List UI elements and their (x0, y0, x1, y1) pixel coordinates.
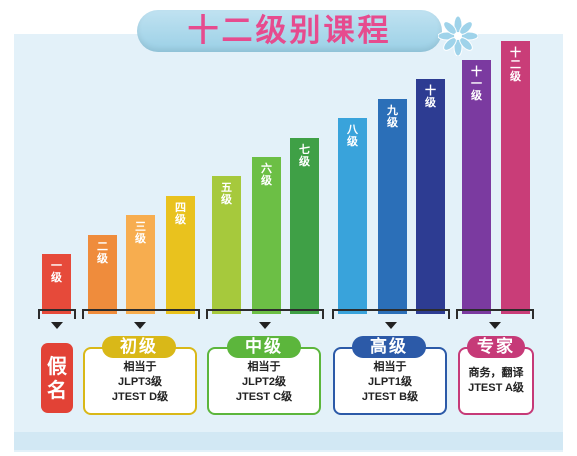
level-bar-2: 二级 (88, 234, 117, 314)
level-bar-6: 六级 (252, 157, 281, 314)
kana-char: 假 (47, 354, 67, 378)
level-desc-beginner: 相当于 JLPT3级 JTEST D级 (83, 360, 197, 405)
arrow-down-icon (259, 322, 271, 329)
level-bar-label: 四 (175, 200, 186, 214)
footer-band (14, 432, 563, 450)
level-tag-beginner: 初级 (102, 336, 176, 358)
level-bar-10: 十级 (416, 79, 445, 314)
level-box-beginner (83, 347, 197, 415)
desc-line: JTEST B级 (361, 391, 419, 403)
desc-line: JLPT3级 (117, 376, 162, 388)
level-bar-label: 级 (135, 232, 146, 246)
level-bar-label: 十 (425, 84, 436, 98)
level-bar-label: 级 (510, 69, 521, 83)
bracket-expert (456, 309, 534, 319)
bracket-intermediate (206, 309, 324, 319)
level-bar-label: 六 (261, 162, 272, 175)
level-bar-4: 四级 (166, 195, 195, 314)
flower-icon (438, 16, 478, 56)
bracket-kana (38, 309, 76, 319)
arrow-down-icon (51, 322, 63, 329)
level-bar-12: 十二级 (501, 40, 530, 314)
level-bar-label: 七 (299, 142, 310, 156)
kana-badge: 假 名 (41, 343, 73, 413)
level-bar-label: 级 (471, 89, 482, 102)
arrow-down-icon (134, 322, 146, 329)
level-bar-label: 级 (387, 115, 398, 129)
level-bar-label: 级 (261, 174, 272, 187)
level-bar-label: 一 (51, 259, 62, 272)
arrow-down-icon (385, 322, 397, 329)
level-bar-label: 八 (347, 123, 358, 137)
level-bar-label: 级 (347, 135, 358, 149)
desc-line: 相当于 (373, 361, 407, 373)
level-bar-1: 一级 (42, 254, 71, 314)
level-bar-label: 十 (471, 65, 482, 78)
level-bar-label: 九 (387, 103, 398, 117)
desc-line: 相当于 (247, 361, 281, 373)
level-bar-label: 级 (97, 251, 108, 265)
level-bar-7: 七级 (290, 137, 319, 314)
level-bar-11: 十一级 (462, 60, 491, 314)
level-bar-8: 八级 (338, 118, 367, 314)
desc-line: JTEST C级 (235, 391, 293, 403)
level-bar-label: 级 (175, 212, 186, 226)
desc-line: JLPT1级 (367, 376, 412, 388)
level-bar-label: 一 (471, 77, 482, 90)
bracket-beginner (82, 309, 200, 319)
kana-char: 名 (47, 378, 67, 402)
level-tag-intermediate: 中级 (227, 336, 301, 358)
level-desc-expert: 商务，翻译 JTEST A级 (458, 366, 534, 396)
level-bar-9: 九级 (378, 98, 407, 314)
level-bar-5: 五级 (212, 176, 241, 314)
desc-line: JTEST A级 (468, 382, 524, 394)
arrow-down-icon (489, 322, 501, 329)
page-title: 十二级别课程 (187, 13, 392, 49)
level-bar-label: 级 (221, 193, 232, 207)
level-box-advanced (333, 347, 447, 415)
level-desc-advanced: 相当于 JLPT1级 JTEST B级 (333, 360, 447, 405)
level-bar-label: 级 (51, 271, 62, 284)
level-bar-label: 五 (221, 181, 232, 195)
level-bar-label: 二 (510, 57, 521, 71)
level-bar-label: 级 (299, 154, 310, 168)
title-banner (137, 10, 442, 52)
level-box-expert (458, 347, 534, 415)
level-bar-label: 十 (510, 45, 521, 59)
bracket-advanced (332, 309, 450, 319)
desc-line: JTEST D级 (111, 391, 169, 403)
desc-line: 相当于 (123, 361, 157, 373)
level-bar-label: 级 (425, 96, 436, 110)
level-tag-advanced: 高级 (352, 336, 426, 358)
desc-line: JLPT2级 (241, 376, 286, 388)
level-desc-intermediate: 相当于 JLPT2级 JTEST C级 (207, 360, 321, 405)
level-bar-label: 三 (135, 220, 146, 234)
desc-line: 商务，翻译 (468, 367, 524, 379)
level-bar-3: 三级 (126, 215, 155, 314)
level-bar-label: 二 (97, 239, 108, 253)
level-tag-expert: 专家 (467, 336, 525, 358)
